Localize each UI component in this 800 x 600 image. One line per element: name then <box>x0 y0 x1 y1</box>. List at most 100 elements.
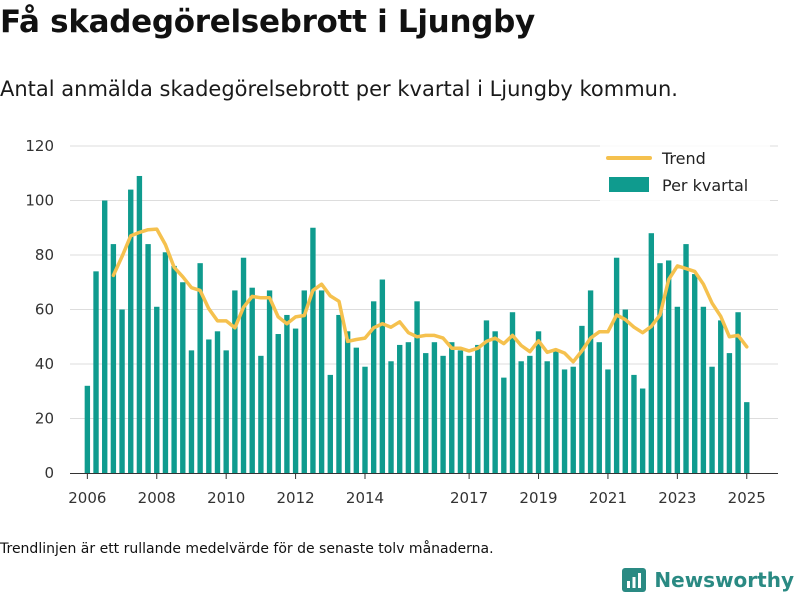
bar <box>414 301 420 473</box>
bar <box>431 342 438 473</box>
bar <box>518 361 524 473</box>
bar <box>501 377 507 473</box>
trend-series <box>111 227 749 364</box>
bar <box>692 274 698 473</box>
bar <box>579 325 585 473</box>
bar <box>310 227 316 473</box>
bar <box>709 366 715 473</box>
bar <box>188 350 195 473</box>
bar <box>180 282 186 473</box>
bar <box>370 301 377 473</box>
bar <box>353 347 360 473</box>
chart: 0 20 40 60 80 100 120 2006 2008 2010 2012 2014 2017 2… <box>25 137 778 507</box>
bar <box>206 339 212 473</box>
bar <box>700 306 707 473</box>
bar <box>605 369 611 473</box>
bar <box>596 342 602 473</box>
y-tick-label: 0 <box>44 464 54 482</box>
bar <box>570 366 576 473</box>
bar <box>197 263 203 473</box>
bar <box>683 244 689 473</box>
y-tick-label: 80 <box>35 246 54 264</box>
legend-trend-label: Trend <box>661 149 706 168</box>
bar-series <box>84 175 750 473</box>
bar <box>423 353 429 473</box>
brand-name: Newsworthy <box>654 568 794 592</box>
bar <box>735 312 741 473</box>
bar <box>119 309 125 473</box>
bar <box>457 350 464 473</box>
bar <box>440 355 446 473</box>
bar <box>544 361 550 473</box>
x-tick-label: 2014 <box>346 489 384 507</box>
bar <box>223 350 229 473</box>
bar <box>726 353 733 473</box>
bar <box>128 189 134 473</box>
bar <box>362 366 368 473</box>
bar <box>622 309 628 473</box>
bar <box>483 320 490 473</box>
bar <box>657 263 663 473</box>
bar <box>154 306 160 473</box>
bar <box>266 290 273 473</box>
bar <box>379 279 386 473</box>
x-tick-label: 2019 <box>519 489 557 507</box>
bar <box>639 388 646 473</box>
x-tick-label: 2017 <box>450 489 488 507</box>
bar <box>214 331 221 473</box>
y-tick-label: 120 <box>25 137 54 155</box>
bar <box>535 331 542 473</box>
bar <box>492 331 498 473</box>
x-tick-label: 2012 <box>276 489 314 507</box>
bar <box>527 355 533 473</box>
bar <box>718 320 724 473</box>
bar <box>136 175 143 473</box>
bar <box>466 355 472 473</box>
x-tick-label: 2021 <box>589 489 627 507</box>
bar <box>102 200 108 473</box>
bar <box>336 314 342 473</box>
newsworthy-logo-icon <box>622 568 647 592</box>
bar <box>449 342 455 473</box>
bar <box>665 260 672 473</box>
x-tick-label: 2006 <box>68 489 106 507</box>
bar <box>561 369 568 473</box>
bar <box>553 350 559 473</box>
footnote: Trendlinjen är ett rullande medelvärde f… <box>0 541 494 557</box>
legend-box <box>600 144 770 204</box>
bar <box>327 374 333 473</box>
bar <box>475 344 481 473</box>
bar <box>318 290 325 473</box>
trend-line <box>111 227 749 364</box>
bar <box>162 252 169 473</box>
bar <box>232 290 238 473</box>
y-tick-label: 100 <box>25 192 54 210</box>
bar <box>587 290 594 473</box>
bar <box>171 265 177 473</box>
bar <box>275 334 281 473</box>
bar <box>388 361 394 473</box>
axes: 0 20 40 60 80 100 120 2006 2008 2010 2012 2014 2017 2… <box>25 137 778 507</box>
x-tick-label: 2023 <box>658 489 696 507</box>
bar <box>674 306 681 473</box>
page-title: Få skadegörelsebrott i Ljungby <box>0 4 535 40</box>
brand[interactable]: Newsworthy <box>622 568 794 592</box>
bar <box>292 328 299 473</box>
bar <box>93 271 99 473</box>
y-tick-label: 40 <box>35 355 54 373</box>
y-tick-label: 60 <box>35 301 54 319</box>
bar <box>249 287 255 473</box>
bar <box>631 374 637 473</box>
legend-bar-swatch <box>609 177 649 192</box>
bar <box>110 244 117 473</box>
bar <box>397 344 403 473</box>
x-tick-label: 2008 <box>138 489 176 507</box>
bar <box>509 312 516 473</box>
bar <box>84 385 91 473</box>
bar <box>405 342 412 473</box>
bar <box>344 331 351 473</box>
page-subtitle: Antal anmälda skadegörelsebrott per kvar… <box>0 77 678 101</box>
y-tick-label: 20 <box>35 410 54 428</box>
bar <box>284 314 290 473</box>
bar <box>648 233 655 473</box>
